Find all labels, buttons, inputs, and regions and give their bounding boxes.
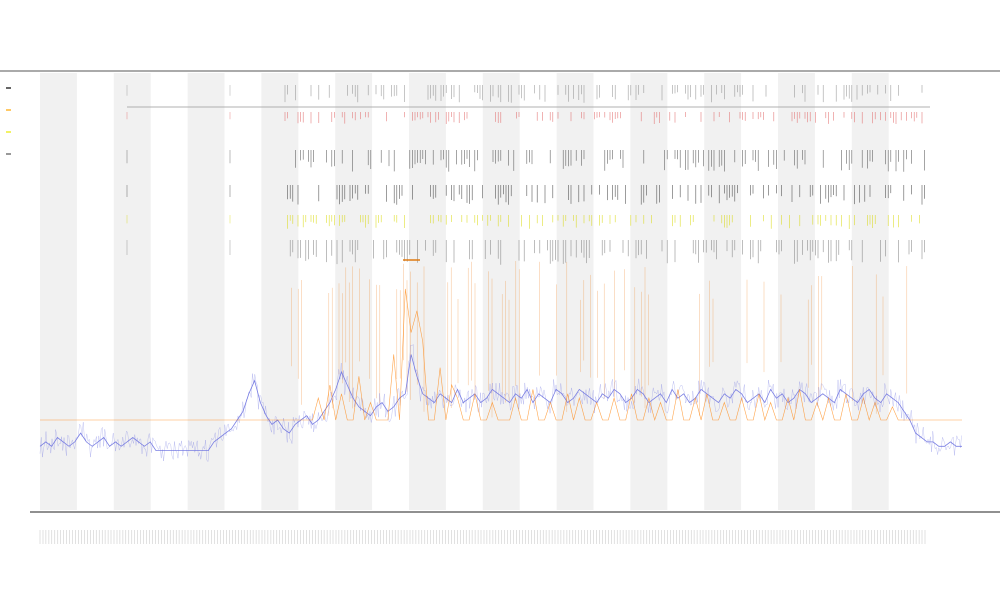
annotation-tracks [126, 85, 925, 418]
series-line [40, 288, 962, 422]
shaded-band [630, 73, 668, 510]
shaded-band [556, 73, 594, 510]
shaded-bands [40, 73, 889, 510]
shaded-band [778, 73, 815, 510]
shaded-band [851, 73, 889, 510]
legend [6, 87, 11, 155]
shaded-band [40, 73, 77, 510]
shaded-band [409, 73, 446, 510]
shaded-band [704, 73, 742, 510]
series-layer [39, 288, 962, 463]
shaded-band [261, 73, 299, 510]
shaded-band [335, 73, 373, 510]
shaded-band [113, 73, 151, 510]
series-noise [39, 343, 962, 463]
x-axis-ticks [39, 530, 926, 544]
shaded-band [187, 73, 225, 510]
series-line [39, 354, 962, 452]
shaded-band [482, 73, 520, 510]
